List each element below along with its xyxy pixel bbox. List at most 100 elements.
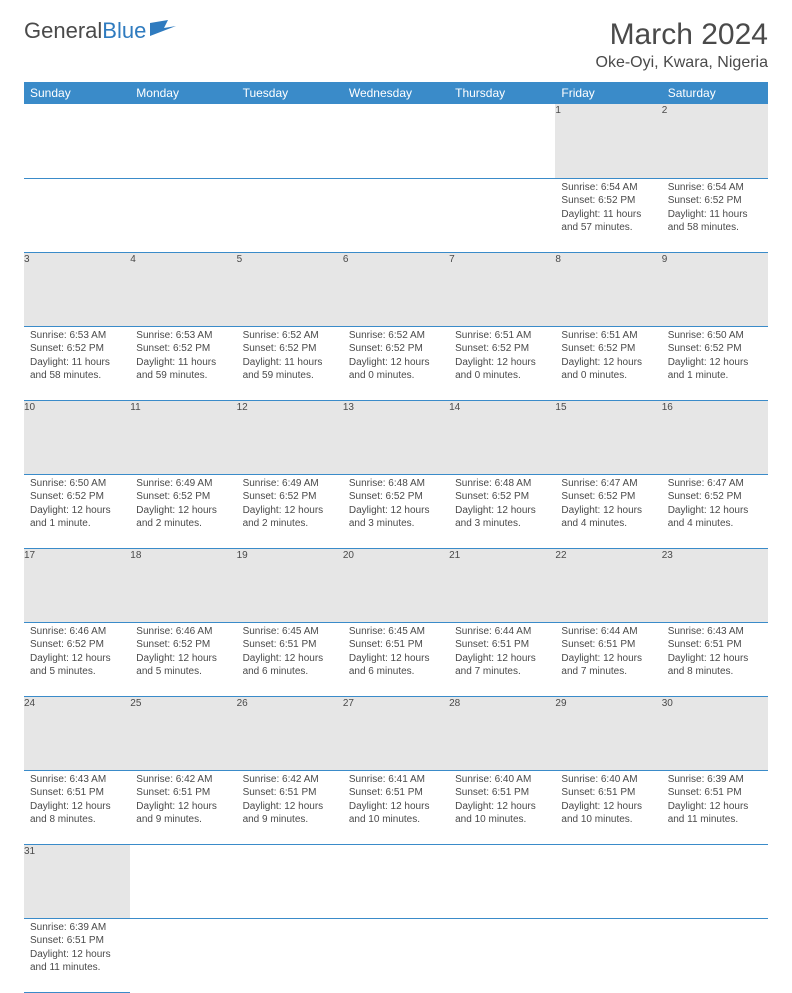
sunrise-text: Sunrise: 6:53 AM <box>30 329 124 343</box>
body-row: Sunrise: 6:50 AMSunset: 6:52 PMDaylight:… <box>24 474 768 548</box>
daynum-row: 3456789 <box>24 252 768 326</box>
location: Oke-Oyi, Kwara, Nigeria <box>596 54 769 72</box>
day-number <box>237 844 343 918</box>
body-row: Sunrise: 6:53 AMSunset: 6:52 PMDaylight:… <box>24 326 768 400</box>
logo-text-2: Blue <box>102 18 146 44</box>
sunrise-text: Sunrise: 6:50 AM <box>30 477 124 491</box>
day-cell: Sunrise: 6:54 AMSunset: 6:52 PMDaylight:… <box>662 178 768 252</box>
day-number: 12 <box>237 400 343 474</box>
body-row: Sunrise: 6:43 AMSunset: 6:51 PMDaylight:… <box>24 770 768 844</box>
sunrise-text: Sunrise: 6:54 AM <box>561 181 655 195</box>
day-cell: Sunrise: 6:46 AMSunset: 6:52 PMDaylight:… <box>24 622 130 696</box>
day-number: 31 <box>24 844 130 918</box>
day-cell <box>449 178 555 252</box>
daylight-text: Daylight: 12 hours and 0 minutes. <box>455 356 549 383</box>
day-cell: Sunrise: 6:51 AMSunset: 6:52 PMDaylight:… <box>449 326 555 400</box>
body-row: Sunrise: 6:54 AMSunset: 6:52 PMDaylight:… <box>24 178 768 252</box>
daylight-text: Daylight: 12 hours and 10 minutes. <box>349 800 443 827</box>
sunrise-text: Sunrise: 6:54 AM <box>668 181 762 195</box>
daylight-text: Daylight: 12 hours and 11 minutes. <box>30 948 124 975</box>
header: GeneralBlue March 2024 Oke-Oyi, Kwara, N… <box>24 18 768 72</box>
daylight-text: Daylight: 12 hours and 1 minute. <box>668 356 762 383</box>
day-number <box>24 104 130 178</box>
day-number: 17 <box>24 548 130 622</box>
sunrise-text: Sunrise: 6:48 AM <box>349 477 443 491</box>
day-number: 7 <box>449 252 555 326</box>
daylight-text: Daylight: 12 hours and 11 minutes. <box>668 800 762 827</box>
day-cell: Sunrise: 6:40 AMSunset: 6:51 PMDaylight:… <box>555 770 661 844</box>
daylight-text: Daylight: 12 hours and 8 minutes. <box>30 800 124 827</box>
day-cell: Sunrise: 6:50 AMSunset: 6:52 PMDaylight:… <box>662 326 768 400</box>
day-cell <box>130 918 236 992</box>
daylight-text: Daylight: 12 hours and 2 minutes. <box>243 504 337 531</box>
day-cell: Sunrise: 6:47 AMSunset: 6:52 PMDaylight:… <box>662 474 768 548</box>
day-cell: Sunrise: 6:41 AMSunset: 6:51 PMDaylight:… <box>343 770 449 844</box>
daylight-text: Daylight: 12 hours and 4 minutes. <box>668 504 762 531</box>
sunset-text: Sunset: 6:51 PM <box>349 786 443 800</box>
day-cell <box>130 178 236 252</box>
day-cell: Sunrise: 6:45 AMSunset: 6:51 PMDaylight:… <box>343 622 449 696</box>
daylight-text: Daylight: 12 hours and 5 minutes. <box>136 652 230 679</box>
daylight-text: Daylight: 12 hours and 8 minutes. <box>668 652 762 679</box>
day-cell: Sunrise: 6:39 AMSunset: 6:51 PMDaylight:… <box>662 770 768 844</box>
calendar-table: Sunday Monday Tuesday Wednesday Thursday… <box>24 82 768 993</box>
day-number: 15 <box>555 400 661 474</box>
day-cell: Sunrise: 6:44 AMSunset: 6:51 PMDaylight:… <box>449 622 555 696</box>
weekday-header: Friday <box>555 82 661 104</box>
day-cell: Sunrise: 6:52 AMSunset: 6:52 PMDaylight:… <box>237 326 343 400</box>
daylight-text: Daylight: 11 hours and 58 minutes. <box>668 208 762 235</box>
sunset-text: Sunset: 6:52 PM <box>668 194 762 208</box>
sunrise-text: Sunrise: 6:39 AM <box>30 921 124 935</box>
logo: GeneralBlue <box>24 18 176 44</box>
day-cell <box>24 178 130 252</box>
day-cell: Sunrise: 6:49 AMSunset: 6:52 PMDaylight:… <box>237 474 343 548</box>
sunset-text: Sunset: 6:52 PM <box>136 638 230 652</box>
day-number: 30 <box>662 696 768 770</box>
sunset-text: Sunset: 6:51 PM <box>243 638 337 652</box>
daynum-row: 17181920212223 <box>24 548 768 622</box>
sunset-text: Sunset: 6:52 PM <box>668 490 762 504</box>
day-cell <box>237 918 343 992</box>
sunset-text: Sunset: 6:52 PM <box>668 342 762 356</box>
day-number <box>130 844 236 918</box>
day-cell <box>449 918 555 992</box>
sunset-text: Sunset: 6:52 PM <box>349 490 443 504</box>
day-cell: Sunrise: 6:54 AMSunset: 6:52 PMDaylight:… <box>555 178 661 252</box>
day-number <box>662 844 768 918</box>
day-cell: Sunrise: 6:52 AMSunset: 6:52 PMDaylight:… <box>343 326 449 400</box>
weekday-header-row: Sunday Monday Tuesday Wednesday Thursday… <box>24 82 768 104</box>
daynum-row: 31 <box>24 844 768 918</box>
sunset-text: Sunset: 6:52 PM <box>136 342 230 356</box>
day-cell: Sunrise: 6:53 AMSunset: 6:52 PMDaylight:… <box>130 326 236 400</box>
day-number <box>343 844 449 918</box>
sunset-text: Sunset: 6:52 PM <box>30 638 124 652</box>
day-cell: Sunrise: 6:51 AMSunset: 6:52 PMDaylight:… <box>555 326 661 400</box>
day-number: 28 <box>449 696 555 770</box>
day-cell <box>343 178 449 252</box>
day-number <box>449 104 555 178</box>
day-number: 10 <box>24 400 130 474</box>
day-number: 19 <box>237 548 343 622</box>
sunrise-text: Sunrise: 6:43 AM <box>30 773 124 787</box>
day-cell: Sunrise: 6:40 AMSunset: 6:51 PMDaylight:… <box>449 770 555 844</box>
sunrise-text: Sunrise: 6:43 AM <box>668 625 762 639</box>
daylight-text: Daylight: 12 hours and 0 minutes. <box>561 356 655 383</box>
daylight-text: Daylight: 12 hours and 0 minutes. <box>349 356 443 383</box>
day-cell: Sunrise: 6:43 AMSunset: 6:51 PMDaylight:… <box>662 622 768 696</box>
daynum-row: 12 <box>24 104 768 178</box>
day-number: 11 <box>130 400 236 474</box>
sunrise-text: Sunrise: 6:52 AM <box>243 329 337 343</box>
daylight-text: Daylight: 12 hours and 6 minutes. <box>243 652 337 679</box>
daylight-text: Daylight: 12 hours and 4 minutes. <box>561 504 655 531</box>
sunset-text: Sunset: 6:51 PM <box>561 638 655 652</box>
day-cell: Sunrise: 6:48 AMSunset: 6:52 PMDaylight:… <box>343 474 449 548</box>
day-number: 24 <box>24 696 130 770</box>
day-cell <box>237 178 343 252</box>
sunset-text: Sunset: 6:52 PM <box>349 342 443 356</box>
sunrise-text: Sunrise: 6:46 AM <box>30 625 124 639</box>
sunset-text: Sunset: 6:51 PM <box>30 934 124 948</box>
day-cell: Sunrise: 6:46 AMSunset: 6:52 PMDaylight:… <box>130 622 236 696</box>
day-cell: Sunrise: 6:47 AMSunset: 6:52 PMDaylight:… <box>555 474 661 548</box>
day-number: 20 <box>343 548 449 622</box>
day-number <box>555 844 661 918</box>
